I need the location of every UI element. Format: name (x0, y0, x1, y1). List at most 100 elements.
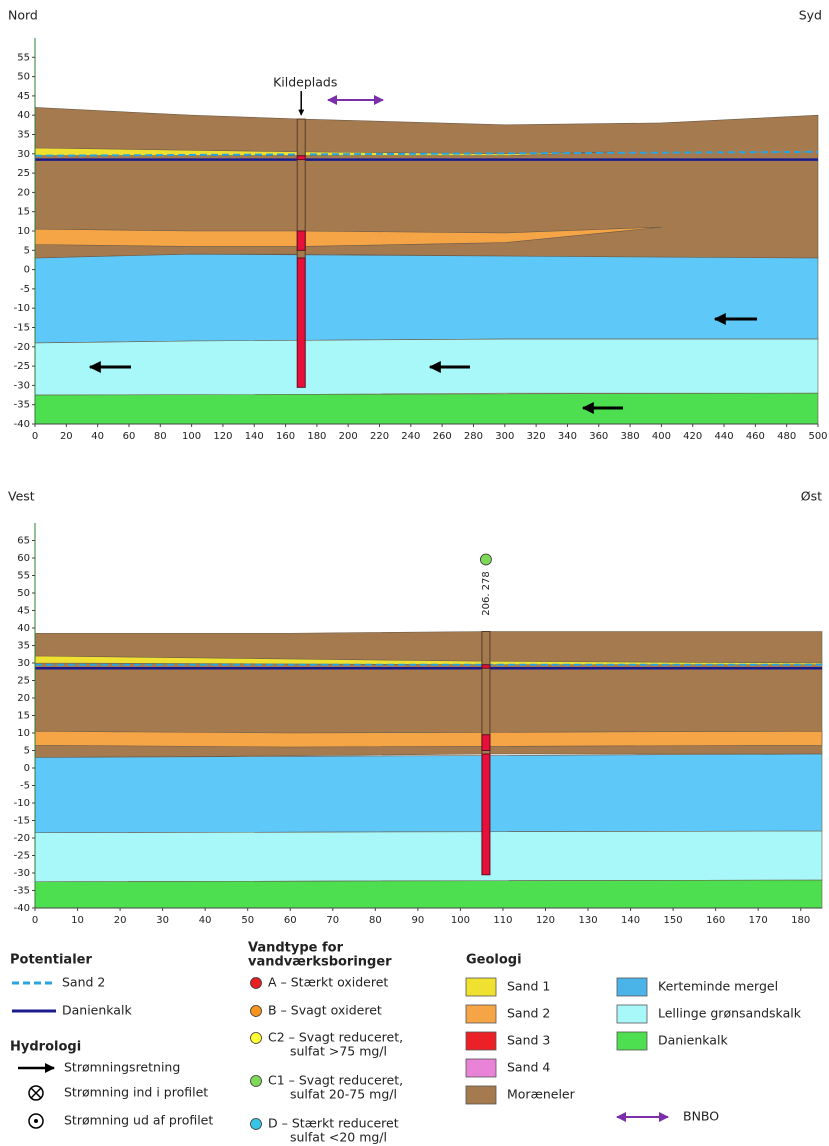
y-tick-label: -35 (14, 400, 30, 411)
y-tick-label: 15 (17, 207, 30, 218)
legend-swatch (466, 1032, 496, 1050)
x-tick-label: 20 (114, 915, 127, 926)
x-tick-label: 460 (746, 431, 765, 442)
legend-marker (251, 1119, 262, 1130)
legend-label: C1 – Svagt reduceret, (268, 1073, 403, 1088)
legend-label: D – Stærkt reduceret (268, 1116, 399, 1131)
legend-label: Moræneler (507, 1087, 576, 1102)
y-tick-label: 30 (17, 658, 30, 669)
legend-label: sulfat >75 mg/l (290, 1044, 387, 1059)
x-tick-label: 80 (154, 431, 167, 442)
side-label: Nord (8, 8, 38, 23)
geology-layer (35, 754, 822, 833)
legend-label: Strømningsretning (64, 1060, 180, 1075)
legend-label: Sand 2 (507, 1006, 550, 1021)
y-tick-label: 45 (17, 91, 30, 102)
y-tick-label: 40 (17, 110, 30, 121)
x-tick-label: 420 (683, 431, 702, 442)
legend-marker (251, 1033, 262, 1044)
well-screen (297, 156, 305, 160)
legend-label: Sand 2 (62, 975, 105, 990)
y-tick-label: 20 (17, 693, 30, 704)
y-tick-label: -10 (14, 798, 30, 809)
y-tick-label: 35 (17, 130, 30, 141)
legend-label: Lellinge grønsandskalk (658, 1006, 802, 1021)
x-tick-label: 280 (464, 431, 483, 442)
legend-marker (251, 1076, 262, 1087)
legend-marker (251, 978, 262, 989)
geology-layer (35, 339, 818, 395)
legend-title: vandværksboringer (248, 955, 392, 970)
well-screen (297, 231, 305, 250)
y-tick-label: 25 (17, 168, 30, 179)
legend-title: Vandtype for (248, 941, 344, 956)
x-tick-label: 20 (60, 431, 73, 442)
y-tick-label: -5 (20, 284, 30, 295)
y-tick-label: 0 (24, 763, 30, 774)
side-label: Syd (799, 8, 822, 23)
y-tick-label: -40 (14, 419, 30, 430)
y-tick-label: -10 (14, 303, 30, 314)
x-tick-label: 0 (32, 915, 38, 926)
x-tick-label: 170 (749, 915, 768, 926)
y-tick-label: 20 (17, 187, 30, 198)
y-tick-label: 10 (17, 226, 30, 237)
page: NordSydKildeplads-40-35-30-25-20-15-10-5… (0, 0, 829, 1146)
y-tick-label: 25 (17, 676, 30, 687)
x-tick-label: 180 (307, 431, 326, 442)
y-tick-label: 50 (17, 72, 30, 83)
geology-layer (35, 880, 822, 908)
y-tick-label: 5 (24, 746, 30, 757)
x-tick-label: 70 (326, 915, 339, 926)
x-tick-label: 440 (714, 431, 733, 442)
well-screen (297, 258, 305, 387)
x-tick-label: 100 (182, 431, 201, 442)
x-tick-label: 220 (370, 431, 389, 442)
y-tick-label: 5 (24, 245, 30, 256)
well-screen (482, 735, 490, 751)
legend-swatch (466, 978, 496, 996)
x-tick-label: 500 (808, 431, 827, 442)
legend-title: Potentialer (10, 953, 92, 968)
legend-swatch (466, 1005, 496, 1023)
legend-swatch (617, 1005, 647, 1023)
x-tick-label: 150 (664, 915, 683, 926)
x-tick-label: 360 (589, 431, 608, 442)
x-tick-label: 110 (493, 915, 512, 926)
legend-label: Kerteminde mergel (658, 979, 778, 994)
legend-label: C2 – Svagt reduceret, (268, 1030, 403, 1045)
y-tick-label: 55 (17, 571, 30, 582)
legend-swatch (617, 1032, 647, 1050)
y-tick-label: 55 (17, 52, 30, 63)
x-tick-label: 30 (156, 915, 169, 926)
y-tick-label: -30 (14, 380, 30, 391)
x-tick-label: 240 (401, 431, 420, 442)
legend-label: Sand 4 (507, 1060, 550, 1075)
x-tick-label: 50 (241, 915, 254, 926)
legend-swatch (617, 978, 647, 996)
legend-title: Geologi (466, 953, 522, 968)
x-tick-label: 80 (369, 915, 382, 926)
x-tick-label: 60 (284, 915, 297, 926)
y-tick-label: 15 (17, 711, 30, 722)
y-tick-label: 0 (24, 265, 30, 276)
well-screen (482, 754, 490, 875)
legend-label: sulfat 20-75 mg/l (290, 1087, 397, 1102)
x-tick-label: 340 (558, 431, 577, 442)
legend-label: BNBO (683, 1109, 719, 1124)
x-tick-label: 120 (213, 431, 232, 442)
x-tick-label: 40 (91, 431, 104, 442)
legend-title: Hydrologi (10, 1040, 81, 1055)
y-tick-label: 10 (17, 728, 30, 739)
geology-layer (35, 831, 822, 882)
geology-layer (35, 254, 818, 343)
x-tick-label: 90 (411, 915, 424, 926)
y-tick-label: -25 (14, 851, 30, 862)
x-tick-label: 140 (621, 915, 640, 926)
legend-label: Sand 1 (507, 979, 550, 994)
legend-label: Danienkalk (658, 1033, 728, 1048)
legend-label: Strømning ind i profilet (64, 1085, 208, 1100)
well-label: Kildeplads (273, 75, 337, 90)
x-tick-label: 480 (777, 431, 796, 442)
legend-marker (251, 1006, 262, 1017)
